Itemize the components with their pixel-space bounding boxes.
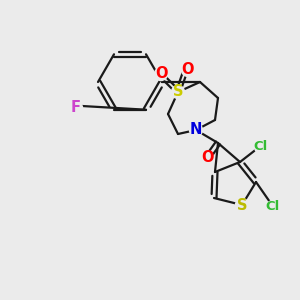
Text: N: N [190,122,202,137]
Circle shape [266,200,280,214]
Text: S: S [237,197,247,212]
Text: O: O [201,151,213,166]
Circle shape [200,152,214,164]
Text: Cl: Cl [254,140,268,154]
Circle shape [182,64,194,76]
Text: O: O [182,62,194,77]
Text: S: S [173,85,183,100]
Circle shape [154,68,167,80]
Circle shape [236,199,248,212]
Circle shape [254,140,268,154]
Circle shape [190,124,202,136]
Circle shape [172,85,184,98]
Circle shape [70,101,83,115]
Text: Cl: Cl [266,200,280,214]
Text: O: O [155,67,167,82]
Text: F: F [71,100,81,116]
